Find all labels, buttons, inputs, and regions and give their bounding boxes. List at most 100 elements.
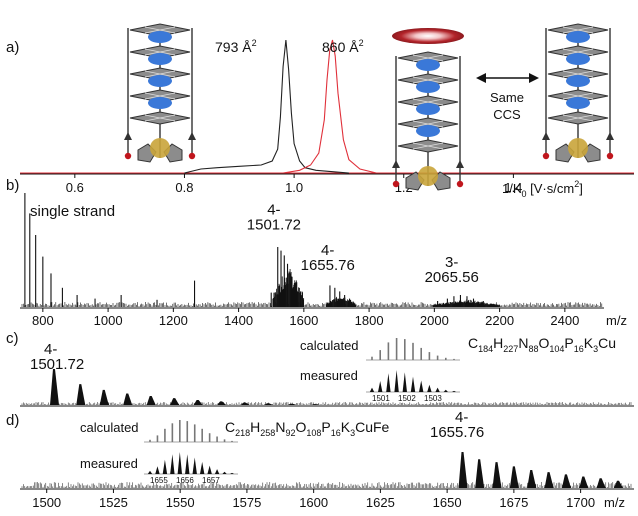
tick-label-b-800: 800 [32,313,54,328]
strand-arrow-icon [392,160,400,168]
guest-icon [566,97,590,109]
formula-element: Cu [598,335,616,351]
peak-charge-1: 4- [321,242,334,259]
c-peak-7 [217,401,227,405]
d-peak-5 [544,472,554,488]
formula-element: C [468,335,478,351]
peak-charge-2: 3- [445,254,458,271]
metal-center-icon [568,138,588,158]
strand-arrow-icon [188,132,196,140]
formula-element: CuFe [355,419,389,435]
d-peak-6 [561,474,571,488]
panel-b-peaks [21,193,603,307]
c-inset-meas-peak-1 [378,381,383,392]
panel-c: c) 4- 1501.72 calculated measured C184H2… [6,330,634,407]
panel-d-ticks: 1500 1525 1550 1575 1600 1625 1650 1675 1700 [32,489,595,510]
d-peak-9 [613,480,623,488]
formula-element: N [518,335,528,351]
d-peak-0 [458,452,468,488]
panel-b-peak-labels: 4-1501.724-1655.76 3-2065.56 [247,201,479,286]
formula-element: O [295,419,306,435]
terminal-dot [188,152,196,160]
tick-label-d-1675: 1675 [499,495,528,510]
guest-icon [148,31,172,43]
d-inset-meas-peak-0 [147,470,153,474]
c-inset-tick-1503: 1503 [424,394,442,403]
formula-element: H [493,335,503,351]
panel-b-label: b) [6,177,19,194]
panel-c-mz: 1501.72 [30,356,84,373]
formula-subscript: 3 [350,428,355,438]
peak-mz-2: 2065.56 [425,269,479,286]
formula-element: H [250,419,260,435]
formula-element: P [564,335,573,351]
panel-d-peaks [21,452,632,488]
plate-grid [144,70,176,78]
c-inset-meas-peak-4 [402,372,407,392]
panel-d-calculated-label: calculated [80,420,139,435]
panel-b-ticks: 800 1000 1200 1400 1600 1800 2000 2200 2400 [32,308,579,328]
formula-subscript: 258 [260,428,275,438]
metal-center-icon [150,138,170,158]
c-peak-10 [287,403,297,405]
terminal-dot [606,152,614,160]
d-inset-meas-peak-8 [207,465,212,474]
plate-grid [412,54,444,62]
panel-c-calculated-label: calculated [300,338,359,353]
d-peak-2 [492,462,502,488]
c-inset-tick-1501: 1501 [372,394,390,403]
plate-grid [562,26,594,34]
tick-label-d-1650: 1650 [433,495,462,510]
c-peak-2 [99,389,109,405]
guest-icon [148,53,172,65]
tick-label-a-1: 1.0 [285,180,303,195]
plate-grid [144,48,176,56]
d-peak-7 [579,476,589,488]
tick-label-d-1525: 1525 [99,495,128,510]
tick-label-a-1.4: 1.4 [504,180,522,195]
c-inset-meas-peak-6 [419,380,424,392]
strand-arrow-icon [606,132,614,140]
formula-element: P [321,419,330,435]
formula-subscript: 184 [478,344,493,354]
panel-d-label: d) [6,412,19,429]
formula-subscript: 92 [285,428,295,438]
panel-c-inset: 1501 1502 1503 [366,338,460,403]
guest-icon [416,59,440,71]
halo-icon [392,28,464,44]
guest-icon [416,103,440,115]
d-inset-meas-peak-9 [214,469,220,474]
terminal-dot [542,152,550,160]
panel-d-inset: 1655 1656 1657 [144,420,238,485]
panel-b: b) single strand 800 1000 1200 1400 1600 1800… [6,177,627,328]
peak-mz-1: 1655.76 [301,257,355,274]
formula-subscript: 3 [593,344,598,354]
panel-c-formula: C184H227N88O104P16K3Cu [468,335,616,354]
panel-a: a) 0.6 0.8 1.0 1.2 1.4 793 Å2 860 Å2 1/K0 [V… [6,23,634,199]
d-inset-meas-peak-4 [177,452,183,474]
cage-right-icon [542,23,614,163]
d-inset-meas-peak-5 [185,454,190,474]
c-peak-0 [50,369,59,405]
strand-arrow-icon [124,132,132,140]
guest-icon [148,97,172,109]
c-inset-meas-peak-9 [443,389,448,392]
c-peak-3 [123,393,133,405]
panel-c-peaks [21,369,632,405]
ccs-curve-0 [184,39,349,174]
tick-label-a-0.6: 0.6 [66,180,84,195]
plate-grid [144,92,176,100]
c-peak-8 [240,402,250,405]
cage-left-icon [124,23,196,163]
d-inset-tick-1656: 1656 [176,476,194,485]
d-peak-3 [509,466,519,488]
c-inset-meas-peak-0 [369,387,375,392]
c-inset-meas-peak-8 [435,387,440,392]
panel-d: d) calculated measured C218H258N92O108P1… [6,409,634,510]
d-inset-meas-peak-2 [162,459,168,474]
c-peak-11 [311,404,320,405]
formula-element: K [584,335,594,351]
formula-subscript: 108 [306,428,321,438]
guest-icon [566,31,590,43]
plate-grid [412,142,444,150]
